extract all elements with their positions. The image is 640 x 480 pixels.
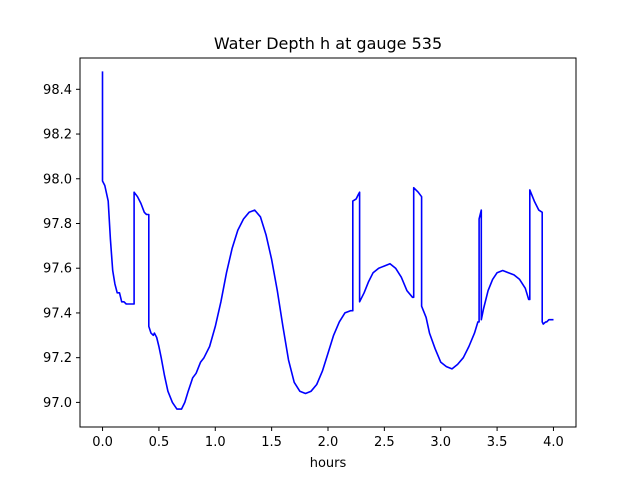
y-tick-label: 97.8 <box>43 217 72 232</box>
x-tick-label: 0.0 <box>92 435 113 450</box>
x-axis: 0.0 0.5 1.0 1.5 2.0 2.5 3.0 3.5 4.0 <box>92 427 564 450</box>
x-tick-label: 1.0 <box>205 435 226 450</box>
x-axis-title: hours <box>310 456 347 471</box>
y-tick-label: 97.6 <box>43 262 72 277</box>
y-tick-label: 98.2 <box>43 128 72 143</box>
y-tick-label: 98.4 <box>43 83 72 98</box>
x-tick-label: 0.5 <box>149 435 170 450</box>
y-tick-label: 97.2 <box>43 351 72 366</box>
x-tick-label: 2.0 <box>318 435 339 450</box>
chart-title: Water Depth h at gauge 535 <box>214 34 442 53</box>
series-line <box>101 71 554 410</box>
x-tick-label: 2.5 <box>374 435 395 450</box>
y-axis: 97.0 97.2 97.4 97.6 97.8 98.0 98.2 98.4 <box>43 83 80 411</box>
y-tick-label: 97.4 <box>43 306 72 321</box>
x-tick-label: 4.0 <box>543 435 564 450</box>
y-tick-label: 97.0 <box>43 396 72 411</box>
plot-area <box>80 58 576 427</box>
series-layer <box>101 71 554 410</box>
x-tick-label: 3.5 <box>487 435 508 450</box>
x-tick-label: 1.5 <box>261 435 282 450</box>
x-tick-label: 3.0 <box>430 435 451 450</box>
y-tick-label: 98.0 <box>43 172 72 187</box>
